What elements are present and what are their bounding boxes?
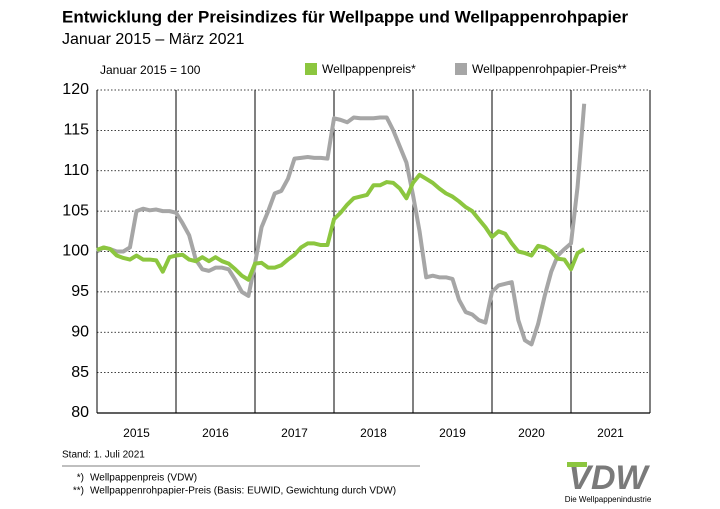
x-tick-label: 2016	[202, 426, 229, 440]
legend-swatch	[305, 63, 317, 75]
legend-swatch	[455, 63, 467, 75]
logo-accent	[567, 462, 587, 467]
y-tick-label: 100	[62, 243, 89, 260]
series-line	[96, 172, 586, 282]
y-tick-label: 120	[62, 81, 89, 98]
y-tick-label: 90	[71, 323, 89, 340]
chart-title: Entwicklung der Preisindizes für Wellpap…	[62, 7, 629, 26]
legend-label: Wellpappenrohpapier-Preis**	[472, 62, 627, 76]
x-tick-label: 2019	[439, 426, 466, 440]
y-tick-label: 95	[71, 283, 89, 300]
logo-tagline: Die Wellpappenindustrie	[565, 495, 652, 504]
x-tick-label: 2015	[123, 426, 150, 440]
y-tick-label: 105	[62, 202, 89, 219]
chart-subtitle: Januar 2015 – März 2021	[62, 31, 244, 48]
x-tick-label: 2020	[518, 426, 545, 440]
y-tick-label: 80	[71, 404, 89, 421]
y-tick-label: 115	[63, 122, 89, 139]
footnote: Wellpappenrohpapier-Preis (Basis: EUWID,…	[90, 486, 396, 497]
y-tick-label: 85	[71, 364, 89, 381]
footnote: Wellpappenpreis (VDW)	[90, 473, 197, 484]
x-tick-label: 2021	[597, 426, 624, 440]
footnote-mark: *)	[77, 473, 84, 484]
x-tick-label: 2017	[281, 426, 308, 440]
x-tick-label: 2018	[360, 426, 387, 440]
y-tick-label: 110	[63, 162, 89, 179]
footer: Stand: 1. Juli 2021	[62, 450, 145, 461]
footnote-mark: **)	[73, 486, 84, 497]
annotation: Januar 2015 = 100	[100, 63, 201, 77]
legend-label: Wellpappenpreis*	[322, 62, 416, 76]
series-line	[95, 103, 587, 347]
